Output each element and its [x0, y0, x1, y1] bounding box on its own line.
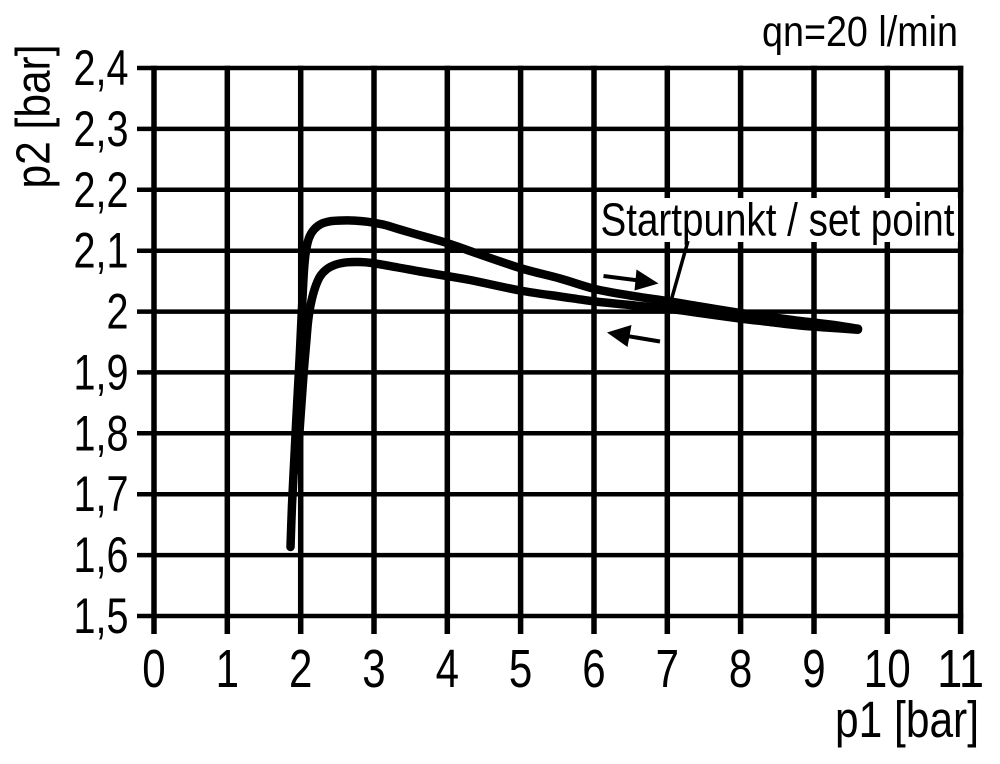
- svg-text:7: 7: [656, 639, 679, 699]
- svg-text:1,5: 1,5: [74, 588, 129, 644]
- svg-text:p2 [bar]: p2 [bar]: [8, 45, 61, 189]
- svg-text:11: 11: [937, 639, 984, 699]
- svg-text:qn=20 l/min: qn=20 l/min: [762, 8, 958, 56]
- svg-text:2,3: 2,3: [74, 101, 129, 157]
- svg-text:2: 2: [107, 284, 129, 340]
- svg-text:5: 5: [509, 639, 532, 699]
- svg-text:4: 4: [436, 639, 459, 699]
- svg-text:1: 1: [216, 639, 239, 699]
- svg-text:1,9: 1,9: [74, 344, 129, 400]
- svg-text:2,1: 2,1: [74, 223, 129, 279]
- svg-text:3: 3: [362, 639, 385, 699]
- svg-text:p1 [bar]: p1 [bar]: [835, 691, 979, 748]
- svg-text:0: 0: [142, 639, 165, 699]
- svg-text:2: 2: [289, 639, 312, 699]
- svg-text:Startpunkt / set point: Startpunkt / set point: [601, 194, 955, 246]
- svg-text:1,6: 1,6: [74, 527, 129, 583]
- svg-text:8: 8: [729, 639, 752, 699]
- svg-text:2,2: 2,2: [74, 162, 129, 218]
- svg-text:6: 6: [582, 639, 605, 699]
- svg-text:10: 10: [864, 639, 911, 699]
- svg-text:1,8: 1,8: [74, 405, 129, 461]
- svg-text:1,7: 1,7: [74, 466, 129, 522]
- svg-text:9: 9: [802, 639, 825, 699]
- svg-text:2,4: 2,4: [74, 40, 129, 96]
